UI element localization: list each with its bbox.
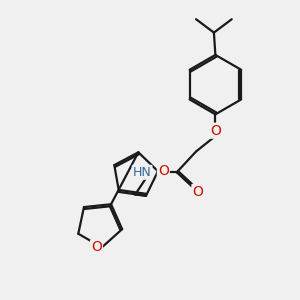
Text: O: O	[91, 240, 102, 254]
Text: O: O	[210, 124, 221, 138]
Text: O: O	[192, 185, 203, 199]
Text: O: O	[158, 164, 169, 178]
Text: HN: HN	[133, 166, 152, 179]
